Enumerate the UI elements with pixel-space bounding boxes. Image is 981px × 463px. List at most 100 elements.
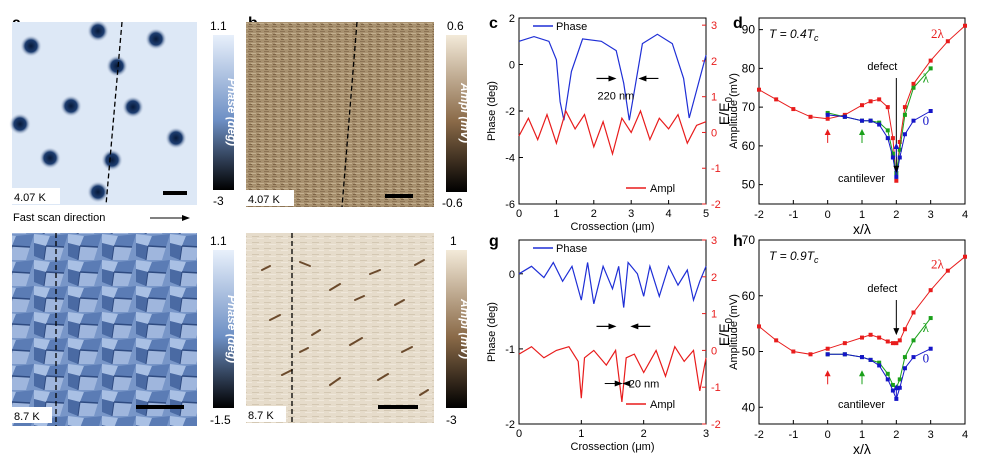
y2-tick-label: 1 bbox=[711, 309, 717, 321]
vortex bbox=[20, 35, 42, 57]
data-point bbox=[894, 341, 899, 346]
y2-tick-label: 0 bbox=[711, 127, 717, 139]
data-point bbox=[911, 355, 916, 360]
width-arrow-right-ampl bbox=[622, 380, 631, 387]
series-label: λ bbox=[923, 70, 930, 85]
defect-streaks bbox=[261, 259, 429, 396]
series-label: 2λ bbox=[931, 257, 945, 272]
panel-a: a 4.07 K 1.1 -3 Phase (deg) Fast scan di… bbox=[9, 15, 239, 224]
data-point bbox=[890, 151, 895, 156]
y-tick-label: 90 bbox=[742, 23, 756, 37]
y-axis-label: Phase (deg) bbox=[486, 81, 498, 141]
legend-phase-label: Phase bbox=[556, 21, 587, 33]
y-tick-label: 0 bbox=[509, 269, 515, 281]
width-annotation: 220 nm bbox=[598, 90, 635, 102]
colorbar-ampl bbox=[446, 35, 467, 192]
data-point bbox=[894, 396, 899, 401]
vortex-lattice bbox=[9, 20, 187, 203]
data-point bbox=[885, 105, 890, 110]
y2-tick-label: -1 bbox=[711, 163, 721, 175]
data-point bbox=[894, 171, 899, 175]
data-point bbox=[868, 332, 873, 337]
data-point bbox=[860, 103, 864, 108]
cantilever-arrow bbox=[893, 384, 900, 391]
x-tick-label: -2 bbox=[754, 209, 764, 221]
data-point bbox=[945, 39, 950, 44]
data-point bbox=[928, 58, 933, 63]
y-tick-label: 60 bbox=[742, 289, 756, 303]
chart-title: T = 0.4Tc bbox=[769, 27, 819, 43]
series-label: λ bbox=[923, 320, 930, 335]
width-arrow-left bbox=[608, 75, 617, 82]
data-point bbox=[885, 128, 890, 133]
x-tick-label: 2 bbox=[591, 208, 597, 220]
defect-label: defect bbox=[867, 283, 897, 295]
phase-image-a bbox=[12, 22, 197, 205]
data-point bbox=[808, 352, 813, 357]
defect-label: defect bbox=[867, 61, 897, 73]
width-annotation: 20 nm bbox=[629, 379, 660, 391]
scale-bar bbox=[163, 191, 187, 195]
y2-tick-label: -2 bbox=[711, 199, 721, 211]
width-arrow-left bbox=[608, 323, 617, 330]
data-point bbox=[928, 66, 933, 71]
y-tick-label: -6 bbox=[505, 199, 515, 211]
data-point bbox=[911, 118, 916, 123]
data-point bbox=[894, 178, 899, 183]
series-ampl-line bbox=[518, 345, 707, 402]
data-point bbox=[911, 310, 916, 315]
cantilever-arrow bbox=[824, 370, 831, 377]
y2-tick-label: 1 bbox=[711, 92, 717, 104]
y-tick-label: 70 bbox=[742, 100, 756, 114]
panel-letter-g: g bbox=[489, 233, 499, 250]
data-point bbox=[877, 97, 882, 102]
x-tick-label: 1 bbox=[578, 428, 584, 440]
y-tick-label: 80 bbox=[742, 61, 756, 75]
y-tick-label: 40 bbox=[742, 400, 756, 414]
data-point bbox=[825, 352, 830, 357]
y-tick-label: -2 bbox=[505, 419, 515, 431]
x-tick-label: 1 bbox=[859, 429, 865, 441]
series-label: 2λ bbox=[931, 26, 945, 41]
colorbar-min: -3 bbox=[446, 413, 457, 427]
data-point bbox=[902, 366, 907, 371]
x-axis-label: x/λ bbox=[853, 441, 871, 457]
colorbar-label: Ampl (mV) bbox=[458, 298, 472, 359]
cantilever-arrow bbox=[859, 128, 865, 135]
x-axis-label: Crossection (μm) bbox=[571, 441, 655, 453]
x-axis-label: Crossection (μm) bbox=[571, 221, 655, 233]
data-point bbox=[860, 118, 864, 123]
data-point bbox=[897, 377, 902, 382]
data-point bbox=[890, 155, 895, 160]
colorbar-max: 0.6 bbox=[447, 19, 464, 33]
x-tick-label: 2 bbox=[893, 429, 899, 441]
width-arrow-right bbox=[638, 75, 647, 82]
series-line bbox=[758, 25, 966, 181]
x-tick-label: 3 bbox=[928, 209, 934, 221]
data-point bbox=[911, 85, 916, 90]
panel-b: b 4.07 K 0.6 -0.6 Ampl (mV) bbox=[246, 15, 472, 210]
data-point bbox=[842, 352, 847, 357]
vortex bbox=[122, 96, 144, 118]
data-point bbox=[897, 385, 902, 390]
data-point bbox=[902, 327, 907, 332]
data-point bbox=[902, 112, 907, 117]
data-point bbox=[902, 132, 907, 137]
x-tick-label: 0 bbox=[516, 428, 522, 440]
y2-tick-label: 0 bbox=[711, 345, 717, 357]
data-point bbox=[885, 377, 890, 382]
x-tick-label: 3 bbox=[703, 428, 709, 440]
data-point bbox=[963, 23, 967, 28]
data-point bbox=[877, 363, 882, 368]
colorbar-min: -3 bbox=[213, 194, 224, 208]
chart-title: T = 0.9Tc bbox=[769, 249, 819, 265]
x-tick-label: 1 bbox=[553, 208, 559, 220]
x-tick-label: -1 bbox=[788, 429, 798, 441]
data-point bbox=[860, 355, 864, 360]
fast-scan-label: Fast scan direction bbox=[13, 212, 105, 224]
chart-d-energy: -2 -1 0 1 2 3 4 50 60 70 80 90 x/λ E/E0 T = 0.4Tc 2λ λ 0 d… bbox=[716, 17, 968, 237]
temperature-label: 8.7 K bbox=[248, 410, 274, 422]
data-point bbox=[885, 371, 890, 376]
colorbar-label: Ampl (mV) bbox=[458, 82, 472, 143]
